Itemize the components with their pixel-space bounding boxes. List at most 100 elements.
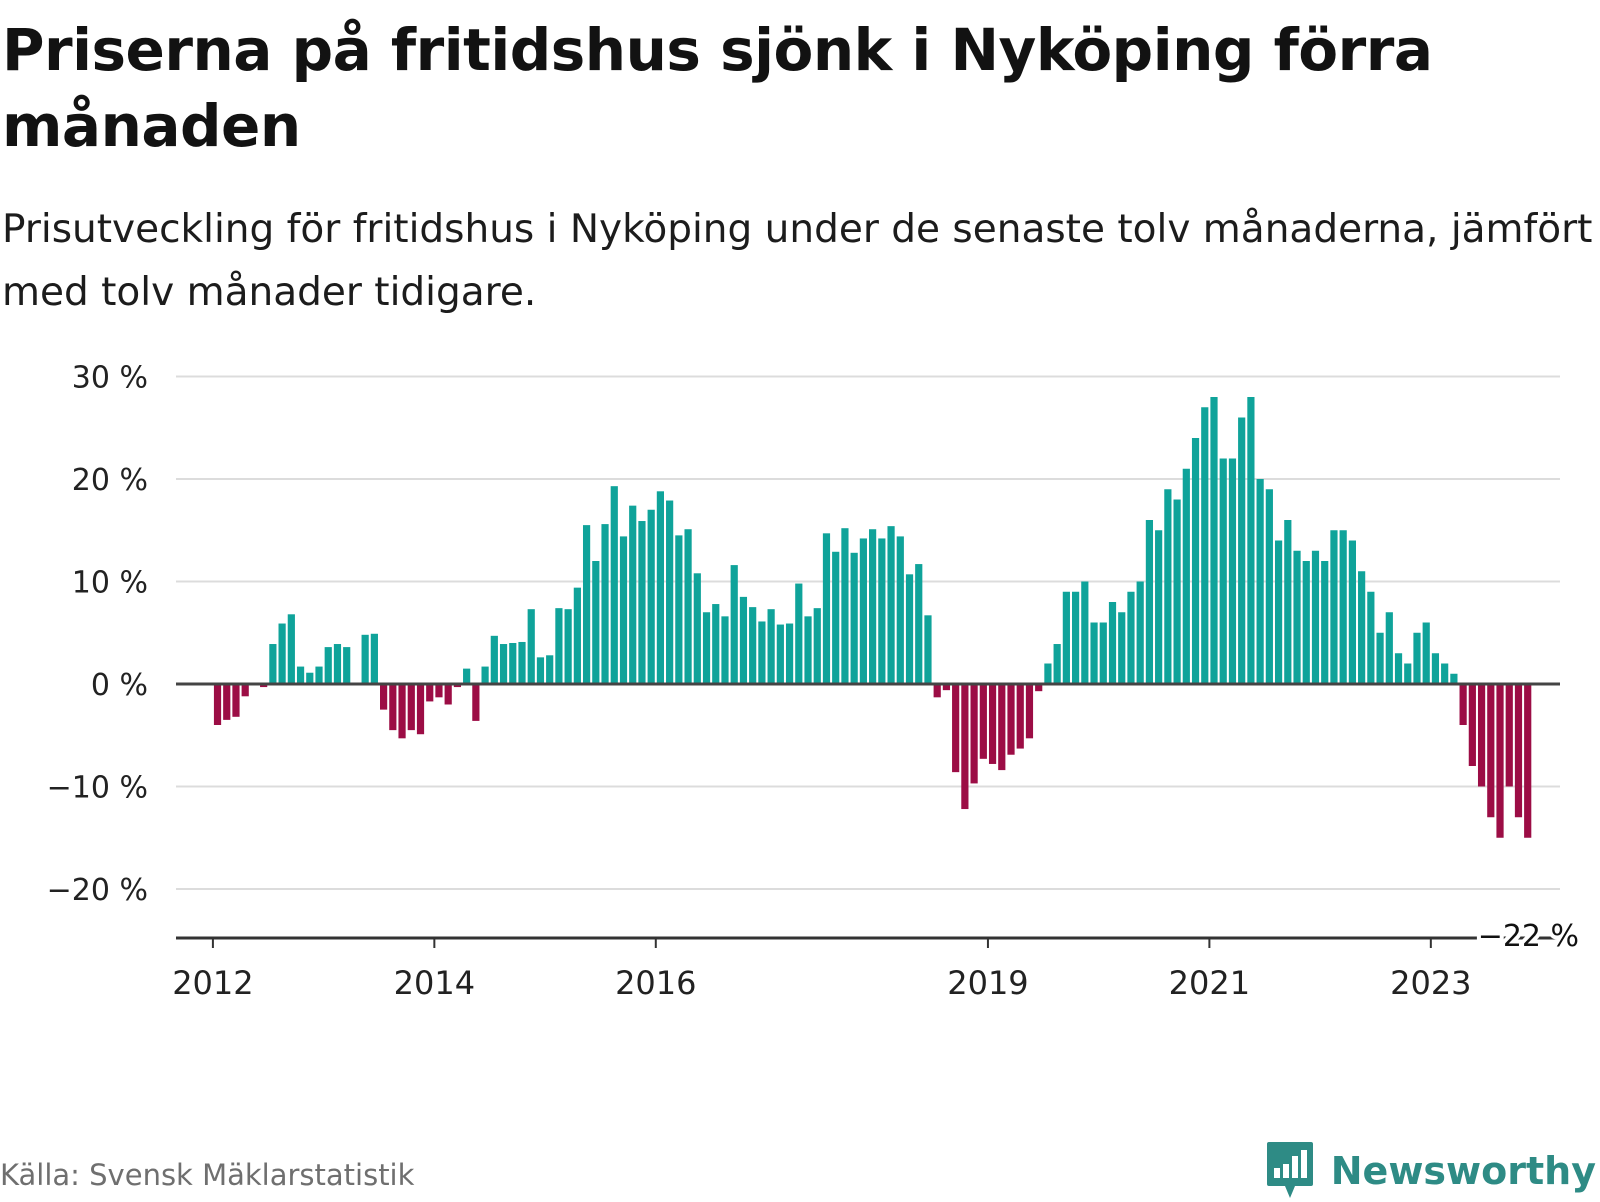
bar (702, 612, 711, 684)
bar (1422, 622, 1430, 684)
bar (684, 529, 692, 684)
bar (721, 616, 729, 684)
bar (942, 684, 951, 691)
bar (1025, 684, 1034, 739)
bar (933, 684, 941, 698)
bar (1274, 540, 1283, 684)
bar (1293, 550, 1301, 684)
bar (1228, 458, 1237, 684)
bar (499, 644, 508, 684)
y-tick-label: −20 % (47, 873, 148, 908)
bar-chart-speech-bubble-icon (1266, 1142, 1313, 1198)
bar (1376, 632, 1384, 684)
bar (232, 684, 240, 717)
bar (832, 551, 840, 684)
bar (1459, 684, 1467, 725)
bar (296, 666, 305, 684)
bar (979, 684, 987, 759)
x-tick-label: 2012 (172, 964, 253, 1002)
bar (915, 564, 923, 684)
bar (1413, 632, 1421, 684)
bar (361, 634, 369, 684)
bar (1053, 644, 1061, 684)
bar (333, 644, 342, 684)
bar (1477, 684, 1486, 787)
bar (767, 609, 775, 684)
bar (988, 684, 997, 764)
bar (850, 552, 858, 684)
grid-lines (176, 375, 1560, 890)
bar (306, 672, 314, 684)
bar (1394, 653, 1403, 684)
bar (1256, 479, 1264, 684)
bar (370, 633, 378, 684)
bar (1358, 571, 1366, 684)
y-axis-tick-labels: 30 % 20 % 10 % 0 % −10 % −20 % (47, 361, 148, 909)
bar (315, 666, 323, 684)
bar (1145, 520, 1154, 684)
x-tick-label: 2023 (1390, 964, 1471, 1002)
bar (1385, 612, 1393, 684)
bar (278, 623, 286, 684)
bar (1201, 407, 1209, 684)
bar (223, 684, 231, 720)
bar (1035, 684, 1043, 692)
bar (712, 604, 720, 684)
bar (324, 647, 332, 684)
bar (970, 684, 978, 784)
bar (675, 535, 683, 684)
bar (1404, 663, 1412, 684)
bar (536, 657, 545, 684)
bar (241, 684, 249, 697)
bar (887, 526, 895, 684)
bar (1155, 530, 1163, 684)
bar (952, 684, 960, 773)
bar (472, 684, 480, 721)
bar (1191, 438, 1200, 684)
bar (509, 643, 517, 684)
bar (905, 574, 914, 684)
chart-subtitle: Prisutveckling för fritidshus i Nyköping… (2, 207, 1593, 315)
bar (1514, 684, 1523, 818)
x-tick-label: 2016 (615, 964, 696, 1002)
bar (998, 684, 1006, 771)
bar (287, 614, 295, 684)
brand-name: Newsworthy (1330, 1149, 1596, 1193)
x-tick-label: 2021 (1169, 964, 1250, 1002)
bar (795, 583, 803, 684)
bar (426, 684, 434, 702)
bar (527, 609, 535, 684)
bar (739, 596, 748, 684)
y-tick-label: 10 % (72, 566, 148, 601)
bar (878, 538, 886, 684)
bar (869, 529, 877, 684)
brand[interactable]: Newsworthy (1265, 1140, 1596, 1202)
bar (1284, 520, 1292, 684)
bar (813, 608, 821, 684)
bar (638, 521, 646, 684)
bar (629, 505, 637, 684)
bar (389, 684, 397, 731)
bar (1108, 602, 1117, 684)
bar (1127, 591, 1135, 684)
bar (1136, 581, 1144, 684)
bar (213, 684, 222, 725)
bar (1496, 684, 1504, 838)
bar (1072, 591, 1080, 684)
bar (1219, 458, 1227, 684)
bar (758, 621, 766, 684)
bar (260, 684, 268, 688)
bar-series (176, 397, 1560, 838)
bar (490, 635, 498, 684)
bar (1173, 499, 1181, 684)
bar (416, 684, 425, 735)
bar (453, 684, 462, 688)
bar (785, 623, 794, 684)
bar (1330, 530, 1338, 684)
bar (463, 668, 471, 684)
bar (693, 573, 701, 684)
bar (573, 587, 581, 684)
bar (518, 641, 526, 684)
bar (1431, 653, 1440, 684)
bar (481, 666, 489, 684)
